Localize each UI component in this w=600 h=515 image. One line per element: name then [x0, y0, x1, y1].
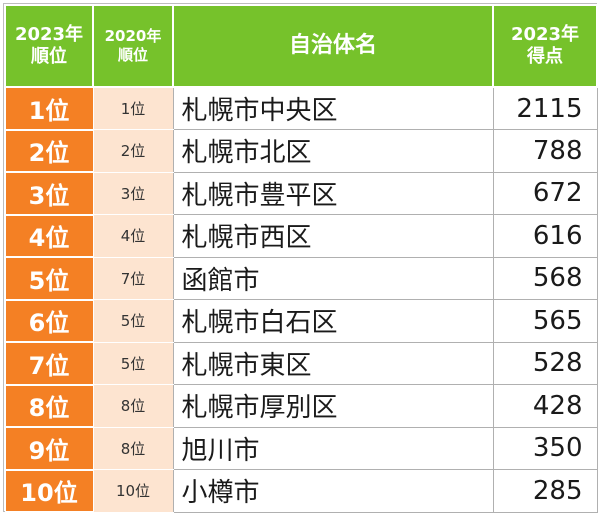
score-cell: 528 — [492, 341, 598, 385]
ranking-table: 2023年 順位 2020年 順位 自治体名 2023年 得点 1位 1位 札幌… — [4, 4, 598, 513]
previous-rank-cell: 5位 — [92, 341, 174, 385]
municipality-cell: 函館市 — [172, 256, 494, 300]
table-row: 4位 4位 札幌市西区 616 — [4, 214, 598, 258]
table-row: 7位 5位 札幌市東区 528 — [4, 341, 598, 386]
table-row: 6位 5位 札幌市白石区 565 — [4, 299, 598, 343]
previous-rank-cell: 10位 — [92, 469, 174, 513]
score-cell: 788 — [492, 129, 598, 173]
table-header-row: 2023年 順位 2020年 順位 自治体名 2023年 得点 — [4, 4, 598, 88]
municipality-cell: 札幌市豊平区 — [172, 171, 494, 215]
table-row: 9位 8位 旭川市 350 — [4, 426, 598, 471]
score-cell: 568 — [492, 256, 598, 300]
header-score-2023-label: 2023年 得点 — [510, 23, 580, 68]
score-cell: 616 — [492, 214, 598, 258]
previous-rank-cell: 4位 — [92, 214, 174, 258]
score-cell: 672 — [492, 171, 598, 215]
header-rank-2023: 2023年 順位 — [4, 4, 94, 88]
table-row: 3位 3位 札幌市豊平区 672 — [4, 171, 598, 216]
rank-cell: 10位 — [4, 469, 94, 513]
previous-rank-cell: 7位 — [92, 256, 174, 300]
rank-cell: 7位 — [4, 341, 94, 386]
table-row: 5位 7位 函館市 568 — [4, 256, 598, 301]
header-rank-2023-label: 2023年 順位 — [14, 23, 84, 68]
previous-rank-cell: 8位 — [92, 426, 174, 470]
header-rank-2020: 2020年 順位 — [92, 4, 174, 88]
municipality-cell: 札幌市西区 — [172, 214, 494, 258]
header-municipality-label: 自治体名 — [288, 33, 377, 59]
rank-cell: 2位 — [4, 129, 94, 173]
previous-rank-cell: 2位 — [92, 129, 174, 173]
header-score-2023: 2023年 得点 — [492, 4, 598, 88]
municipality-cell: 札幌市白石区 — [172, 299, 494, 343]
score-cell: 2115 — [492, 86, 598, 130]
municipality-cell: 札幌市中央区 — [172, 86, 494, 130]
header-rank-2020-label: 2020年 順位 — [104, 27, 162, 64]
rank-cell: 9位 — [4, 426, 94, 471]
municipality-cell: 札幌市北区 — [172, 129, 494, 173]
score-cell: 285 — [492, 469, 598, 513]
header-municipality: 自治体名 — [172, 4, 494, 88]
previous-rank-cell: 5位 — [92, 299, 174, 343]
score-cell: 428 — [492, 384, 598, 428]
rank-cell: 1位 — [4, 86, 94, 131]
previous-rank-cell: 3位 — [92, 171, 174, 215]
table-row: 1位 1位 札幌市中央区 2115 — [4, 86, 598, 131]
rank-cell: 4位 — [4, 214, 94, 258]
rank-cell: 6位 — [4, 299, 94, 343]
rank-cell: 5位 — [4, 256, 94, 301]
municipality-cell: 小樽市 — [172, 469, 494, 513]
previous-rank-cell: 8位 — [92, 384, 174, 428]
score-cell: 350 — [492, 426, 598, 470]
score-cell: 565 — [492, 299, 598, 343]
municipality-cell: 札幌市厚別区 — [172, 384, 494, 428]
municipality-cell: 札幌市東区 — [172, 341, 494, 385]
previous-rank-cell: 1位 — [92, 86, 174, 130]
table-row: 2位 2位 札幌市北区 788 — [4, 129, 598, 173]
municipality-cell: 旭川市 — [172, 426, 494, 470]
table-row: 8位 8位 札幌市厚別区 428 — [4, 384, 598, 428]
ranking-table-container: 2023年 順位 2020年 順位 自治体名 2023年 得点 1位 1位 札幌… — [3, 3, 598, 513]
rank-cell: 8位 — [4, 384, 94, 428]
table-row: 10位 10位 小樽市 285 — [4, 469, 598, 513]
rank-cell: 3位 — [4, 171, 94, 216]
